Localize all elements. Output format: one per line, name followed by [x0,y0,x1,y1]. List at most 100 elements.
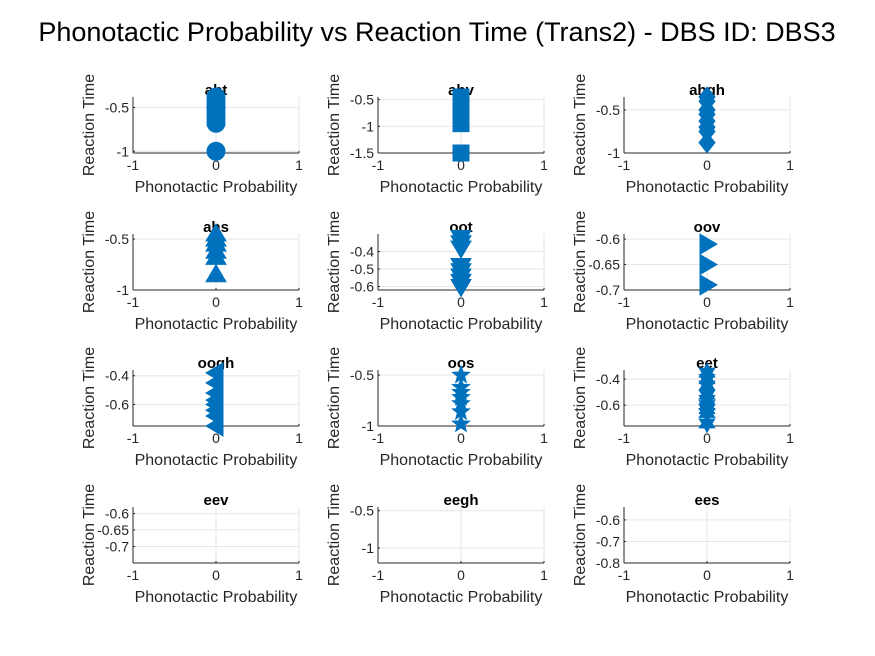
y-tick-label: -0.5 [105,100,129,116]
x-tick-label: 0 [703,294,711,310]
x-tick-label: -1 [127,430,140,446]
subplot-title: eegh [443,492,478,509]
subplot-ees: -1 0 1 -0.8 -0.7 -0.6 ees Phonotactic Probabili… [572,484,794,606]
y-tick-label: -0.5 [350,367,374,383]
y-tick-label: -1 [362,118,375,134]
y-tick-label: -0.5 [350,261,374,277]
y-tick-label: -0.7 [105,539,129,555]
y-tick-label: -0.65 [588,257,620,273]
subplot-ahgh: -101-1-0.5ahghPhonotactic ProbabilityRea… [572,74,794,196]
y-tick-label: -1 [117,282,130,298]
x-tick-label: 1 [295,294,303,310]
x-tick-label: 1 [786,157,794,173]
figure-title: Phonotactic Probability vs Reaction Time… [38,17,835,47]
x-tick-label: 1 [786,430,794,446]
data-point [206,113,226,133]
y-tick-label: -0.4 [105,368,129,384]
data-series [699,233,718,296]
x-tick-label: 1 [295,430,303,446]
data-series [452,88,470,162]
data-point [450,240,472,259]
x-axis-label: Phonotactic Probability [626,452,789,469]
x-tick-label: 0 [703,430,711,446]
x-tick-label: 0 [457,294,465,310]
x-axis-label: Phonotactic Probability [380,452,543,469]
x-tick-label: 1 [540,567,548,583]
x-tick-label: 0 [457,157,465,173]
x-tick-label: -1 [372,430,385,446]
y-tick-label: -0.5 [350,92,374,108]
y-tick-label: -0.5 [350,503,374,519]
y-axis-label: Reaction Time [81,211,98,313]
y-tick-label: -1.5 [350,145,374,161]
data-point [451,413,471,433]
x-tick-label: 0 [703,567,711,583]
x-axis-label: Phonotactic Probability [626,589,789,606]
y-tick-label: -0.4 [596,371,620,387]
subplot-aht: -101-1-0.5ahtPhonotactic ProbabilityReac… [81,74,303,196]
x-tick-label: -1 [618,294,631,310]
y-tick-label: -0.6 [350,279,374,295]
x-tick-label: -1 [127,157,140,173]
x-tick-label: 0 [457,430,465,446]
subplot-oos: -1 0 1 -1 -0.5 oos Phonotactic Probability Reac… [326,347,548,469]
y-tick-label: -1 [117,143,130,159]
x-tick-label: -1 [618,567,631,583]
subplot-ahs: -101-1-0.5ahsPhonotactic ProbabilityReac… [81,211,303,333]
subplot-eet: -101-0.6-0.4eetPhonotactic ProbabilityRe… [572,347,794,469]
subplot-title: oogh [198,355,235,372]
data-point [698,131,716,154]
x-tick-label: -1 [127,294,140,310]
subplot-title: ees [694,492,719,509]
y-axis-label: Reaction Time [326,484,343,586]
subplot-grid: -101-1-0.5ahtPhonotactic ProbabilityReac… [81,74,794,606]
y-tick-label: -0.7 [596,533,620,549]
y-axis-label: Reaction Time [326,347,343,449]
x-tick-label: 1 [295,567,303,583]
data-point [699,253,718,276]
x-axis-label: Phonotactic Probability [626,316,789,333]
data-series [698,362,716,434]
y-tick-label: -0.6 [596,397,620,413]
y-tick-label: -0.5 [596,102,620,118]
y-tick-label: -0.65 [97,522,129,538]
y-axis-label: Reaction Time [572,74,589,176]
data-series [698,86,716,154]
subplot-eegh: -1 0 1 -1 -0.5 eegh Phonotactic Probability Rea… [326,484,548,606]
data-point [452,144,470,162]
subplot-title: oov [694,219,721,236]
data-series [206,87,226,161]
x-axis-label: Phonotactic Probability [135,316,298,333]
data-point [205,415,224,437]
y-tick-label: -0.6 [596,512,620,528]
data-point [699,233,718,256]
y-tick-label: -1 [362,418,375,434]
x-axis-label: Phonotactic Probability [380,589,543,606]
y-axis-label: Reaction Time [572,484,589,586]
subplot-eev: -1 0 1 -0.7-0.65-0.6 eev Phonotactic Probabil… [81,484,303,606]
x-tick-label: 1 [540,157,548,173]
x-axis-label: Phonotactic Probability [626,179,789,196]
x-axis-label: Phonotactic Probability [135,179,298,196]
x-axis-label: Phonotactic Probability [135,589,298,606]
x-axis-label: Phonotactic Probability [380,316,543,333]
data-point [205,263,227,283]
x-tick-label: 0 [457,567,465,583]
x-tick-label: 0 [212,430,220,446]
y-axis-label: Reaction Time [326,74,343,176]
data-series [205,223,227,283]
x-tick-label: -1 [372,294,385,310]
x-tick-label: -1 [372,567,385,583]
data-point [452,115,470,133]
x-tick-label: -1 [618,430,631,446]
y-tick-label: -0.6 [105,506,129,522]
data-point [698,413,716,434]
y-tick-label: -0.5 [105,231,129,247]
x-axis-label: Phonotactic Probability [380,179,543,196]
subplot-title: oos [448,355,475,372]
y-tick-label: -0.4 [350,244,374,260]
subplot-title: eev [203,492,229,509]
x-tick-label: 0 [212,567,220,583]
